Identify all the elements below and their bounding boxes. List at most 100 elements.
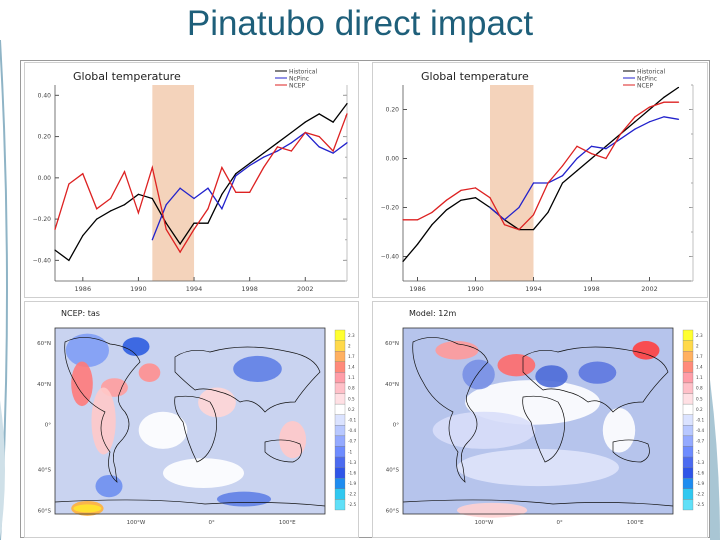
data-point-ncep xyxy=(54,228,56,231)
anomaly-patch-5 xyxy=(138,411,188,449)
colorbar-segment-3 xyxy=(334,361,346,373)
data-point-ncep xyxy=(165,228,167,231)
data-point-historical xyxy=(576,170,578,172)
data-point-historical xyxy=(634,121,636,123)
colorbar-segment-1 xyxy=(682,340,694,352)
data-point-historical xyxy=(262,152,265,154)
data-point-ncep xyxy=(489,197,491,199)
anomaly-patch-7 xyxy=(462,359,495,390)
colorbar-label-3: 1.4 xyxy=(696,365,703,370)
colorbar-segment-8 xyxy=(334,414,346,426)
data-point-historical xyxy=(207,222,209,224)
colorbar-label-15: -2.2 xyxy=(348,492,357,497)
colorbar-label-13: -1.6 xyxy=(348,470,357,475)
data-point-ncep xyxy=(460,189,462,191)
colorbar-label-1: 2 xyxy=(696,343,699,348)
data-point-historical xyxy=(221,193,223,195)
x-tick-label-0: 1986 xyxy=(75,285,92,293)
colorbar-label-11: -1 xyxy=(348,449,353,454)
data-point-historical xyxy=(151,197,153,200)
colorbar-label-1: 2 xyxy=(348,343,351,348)
data-point-ncep xyxy=(151,166,153,169)
data-point-historical xyxy=(276,142,279,144)
y-tick-label-0: −0.40 xyxy=(33,257,52,264)
pinatubo-shading xyxy=(152,85,195,281)
colorbar-segment-15 xyxy=(334,488,346,500)
data-point-ncep xyxy=(677,101,680,103)
data-point-ncep xyxy=(416,219,419,221)
data-point-ncpinc xyxy=(165,204,167,206)
data-point-historical xyxy=(68,259,70,261)
map-panel-left: NCEP: tas 60°N 40°N 0° 40°S 60°S 100°W 0° 100°E 2… xyxy=(24,301,359,538)
data-point-historical xyxy=(677,86,680,89)
data-point-ncep xyxy=(503,224,506,226)
anomaly-patch-7 xyxy=(198,387,236,418)
anomaly-hotspot xyxy=(73,504,102,513)
x-tick-label-1: 1990 xyxy=(130,285,147,293)
y-tick-label-4: 0.40 xyxy=(38,92,52,99)
colorbar-segment-16 xyxy=(334,499,346,511)
data-point-historical xyxy=(193,222,195,224)
data-point-historical xyxy=(137,193,140,195)
data-point-ncep xyxy=(648,106,651,108)
lat-label-4: 60°S xyxy=(386,508,400,514)
data-point-historical xyxy=(445,209,448,211)
anomaly-patch-2 xyxy=(138,363,161,382)
data-point-historical xyxy=(561,182,564,184)
coastline-4 xyxy=(54,499,326,507)
colorbar-segment-3 xyxy=(682,361,694,373)
colorbar-segment-5 xyxy=(334,382,346,394)
anomaly-patch-1 xyxy=(432,411,536,449)
data-point-historical xyxy=(590,157,593,160)
lon-label-1: 0° xyxy=(208,520,214,526)
data-point-historical xyxy=(431,224,433,226)
data-point-historical xyxy=(318,113,320,115)
data-point-historical xyxy=(547,211,549,213)
data-point-ncpinc xyxy=(290,142,292,144)
colorbar-segment-9 xyxy=(334,425,346,437)
colorbar-segment-2 xyxy=(682,351,694,362)
data-point-historical xyxy=(304,121,306,123)
data-point-ncep xyxy=(221,166,223,169)
colorbar-segment-0 xyxy=(682,329,694,341)
pinatubo-shading xyxy=(490,85,534,281)
colorbar-segment-10 xyxy=(334,435,346,447)
data-point-ncep xyxy=(431,211,433,213)
colorbar-label-8: -0.1 xyxy=(696,418,705,423)
map-frame xyxy=(402,327,674,515)
data-point-historical xyxy=(402,260,404,262)
figure-frame xyxy=(20,60,710,538)
data-point-historical xyxy=(346,102,348,105)
legend-label-0: Historical xyxy=(637,69,665,76)
colorbar-label-0: 2.3 xyxy=(348,333,355,338)
anomaly-patch-10 xyxy=(602,407,636,453)
anomaly-patch-8 xyxy=(457,448,619,487)
colorbar-segment-4 xyxy=(682,372,694,384)
anomaly-patch-3 xyxy=(497,354,536,377)
x-tick-label-2: 1994 xyxy=(186,285,203,293)
lon-label-2: 100°E xyxy=(279,520,296,526)
colorbar-segment-10 xyxy=(682,435,694,447)
data-point-ncpinc xyxy=(346,142,348,144)
anomaly-patch-5 xyxy=(535,365,568,388)
series-line-ncep xyxy=(54,113,348,254)
lat-label-2: 0° xyxy=(45,423,51,429)
anomaly-map-left: NCEP: tas 60°N 40°N 0° 40°S 60°S 100°W 0° 100°E 2… xyxy=(37,309,357,526)
anomaly-map-right: Model: 12m 60°N 40°N 0° 40°S 60°S 100°W 0° 100°E… xyxy=(385,309,705,526)
data-point-ncpinc xyxy=(179,187,181,189)
data-point-ncep xyxy=(318,135,320,138)
data-point-ncep xyxy=(561,165,564,167)
data-point-ncpinc xyxy=(561,175,564,177)
series-line-ncep xyxy=(403,101,679,231)
colorbar-label-13: -1.6 xyxy=(696,470,705,475)
x-tick-label-3: 1998 xyxy=(241,285,258,293)
colorbar-label-9: -0.4 xyxy=(348,428,357,433)
y-tick-label-1: −0.20 xyxy=(33,216,52,223)
colorbar-label-14: -1.9 xyxy=(348,481,357,486)
anomaly-patch-0 xyxy=(65,333,109,368)
data-point-ncpinc xyxy=(318,146,320,148)
data-point-ncpinc xyxy=(677,118,680,120)
data-point-ncep xyxy=(262,166,265,169)
colorbar-segment-12 xyxy=(682,456,694,468)
legend-label-0: Historical xyxy=(289,69,317,76)
